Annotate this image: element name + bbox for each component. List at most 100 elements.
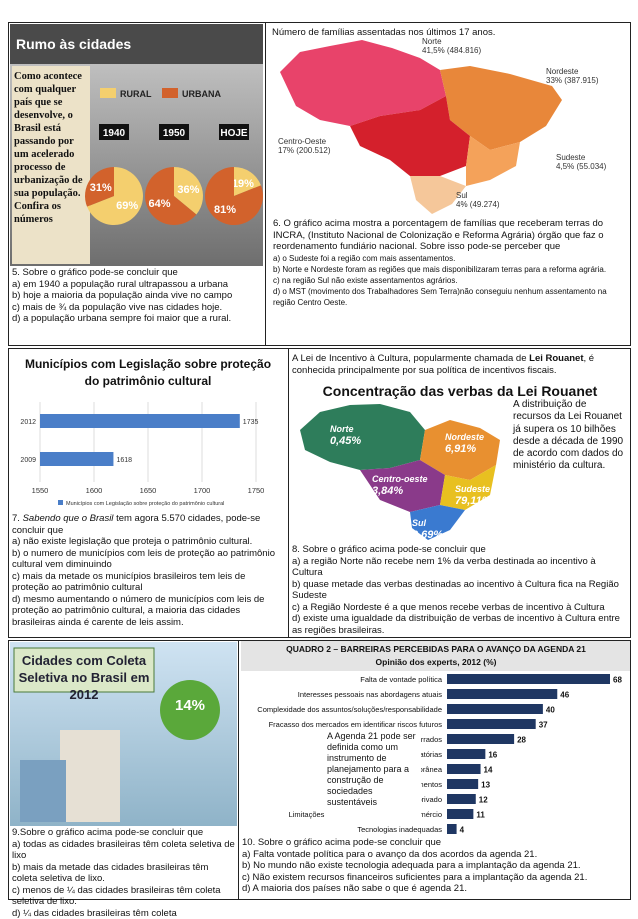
option: c) Não existem recursos financeiros sufi… [242,872,628,884]
bar-value: 28 [517,736,526,745]
intro: A Lei de Incentivo à Cultura, popularmen… [292,353,628,376]
option: d) o MST (movimento dos Trabalhadores Se… [273,286,628,308]
building [60,730,120,822]
question: 9.Sobre o gráfico acima pode-se concluir… [12,827,236,919]
x-tick-label: 1750 [248,486,265,495]
region-value: 33% (387.915) [546,76,599,85]
intro-start: A Lei de Incentivo à Cultura, popularmen… [292,353,527,364]
x-tick-label: 1600 [86,486,103,495]
bar [447,689,557,699]
bar [447,764,481,774]
category-label: Falta de vontade política [360,675,443,684]
region-name: Sudeste [455,484,490,494]
bar [447,749,485,759]
bar [447,704,543,714]
option: d) A maioria dos países não sabe o que é… [242,883,628,895]
bar-value: 37 [539,721,548,730]
callout: A Agenda 21 pode ser definida como um in… [327,731,419,808]
option: b) quase metade das verbas destinadas ao… [292,579,628,602]
option: c) mais da metade os municípios brasilei… [12,571,284,594]
category-label: Complexidade dos assuntos/soluções/respo… [257,705,442,714]
option: b) hoje a maioria da população ainda viv… [12,290,264,302]
bar-value: 13 [481,781,490,790]
option: a) o Sudeste foi a região com mais assen… [273,253,628,264]
x-tick-label: 1650 [140,486,157,495]
y-tick-label: 2009 [20,457,36,464]
option: d) a população urbana sempre foi maior q… [12,313,264,325]
bar-value: 1735 [243,419,259,426]
bar [447,674,610,684]
option: c) a Região Nordeste é a que menos receb… [292,602,628,614]
caption: Como acontece com qualquer país que se d… [14,70,89,226]
region-name: Norte [330,424,354,434]
map [280,40,562,214]
image-title: Cidades com Coleta Seletiva no Brasil em… [18,652,150,703]
slice-label: 81% [214,204,236,216]
question: 7. Sabendo que o Brasil tem agora 5.570 … [12,513,284,628]
region-name: Nordeste [445,432,484,442]
question-text: 10. Sobre o gráfico acima pode-se conclu… [242,837,628,849]
bar-value: 40 [546,706,555,715]
region-name: Centro-Oeste [278,137,327,146]
region-name: Nordeste [546,67,579,76]
option: a) em 1940 a população rural ultrapassou… [12,279,264,291]
slice-label: 69% [116,200,138,212]
question: 8. Sobre o gráfico acima pode-se conclui… [292,544,628,636]
people [20,760,66,822]
option: a) todas as cidades brasileiras têm cole… [12,839,236,862]
legend-label: URBANA [182,89,221,99]
note: A distribuição de recursos da Lei Rouane… [513,399,625,473]
map-title: Número de famílias assentadas nos último… [272,27,627,39]
x-tick-label: 1700 [194,486,211,495]
option: d) mesmo aumentando o número de municípi… [12,594,284,629]
question-text: 5. Sobre o gráfico pode-se concluir que [12,267,264,279]
option: d) ¼ das cidades brasileiras têm coleta [12,908,236,919]
question-text: 8. Sobre o gráfico acima pode-se conclui… [292,544,628,556]
region-value: 4% (49.274) [456,200,500,209]
option: a) a região Norte não recebe nem 1% da v… [292,556,628,579]
year-label: 1950 [163,128,186,139]
option: b) Norte e Nordeste foram as regiões que… [273,264,628,275]
option: d) existe uma igualdade da distribuição … [292,613,628,636]
options: a) em 1940 a população rural ultrapassou… [12,279,264,325]
question-text: 7. Sabendo que o Brasil tem agora 5.570 … [12,513,284,536]
chart-title: QUADRO 2 – BARREIRAS PERCEBIDAS PARA O A… [242,643,630,656]
region-name: Sudeste [556,153,586,162]
bar [447,719,536,729]
option: c) menos de ¼ das cidades brasileiras tê… [12,885,236,908]
bar [40,414,240,428]
question-text: 9.Sobre o gráfico acima pode-se concluir… [12,827,236,839]
option: b) mais da metade das cidades brasileira… [12,862,236,885]
bar [447,779,478,789]
region-value: 9,69% [412,529,443,541]
category-label: Fracasso dos mercados em identificar ris… [269,720,443,729]
category-label: Interesses pessoais nas abordagens atuai… [298,690,443,699]
options: a) a região Norte não recebe nem 1% da v… [292,556,628,637]
image-title: Rumo às cidades [16,36,131,52]
year-label: HOJE [220,128,248,139]
bar [447,794,476,804]
bar [447,809,473,819]
slice-label: 31% [90,182,112,194]
bar-value: 14 [484,766,493,775]
region-value: 0,45% [330,435,361,447]
q-number: 7. [12,513,20,524]
region-name: Sul [456,191,468,200]
x-tick-label: 1550 [32,486,49,495]
year-label: 1940 [103,128,126,139]
option: b) No mundo não existe tecnologia adequa… [242,860,628,872]
bar-value: 12 [479,796,488,805]
slice-label: 19% [232,178,254,190]
legend-label: RURAL [120,89,152,99]
bar-value: 46 [560,691,569,700]
question: 6. O gráfico acima mostra a porcentagem … [273,218,628,308]
map-title: Concentração das verbas da Lei Rouanet [292,383,628,399]
legend-swatch [162,88,178,98]
slice-label: 36% [177,184,199,196]
bar-value: 11 [476,811,485,820]
category-label: privado [417,795,442,804]
options: a) Falta vontade política para o avanço … [242,849,628,895]
chart-title: Municípios com Legislação sobre proteção… [20,356,276,390]
option: c) mais de ¾ da população vive nas cidad… [12,302,264,314]
